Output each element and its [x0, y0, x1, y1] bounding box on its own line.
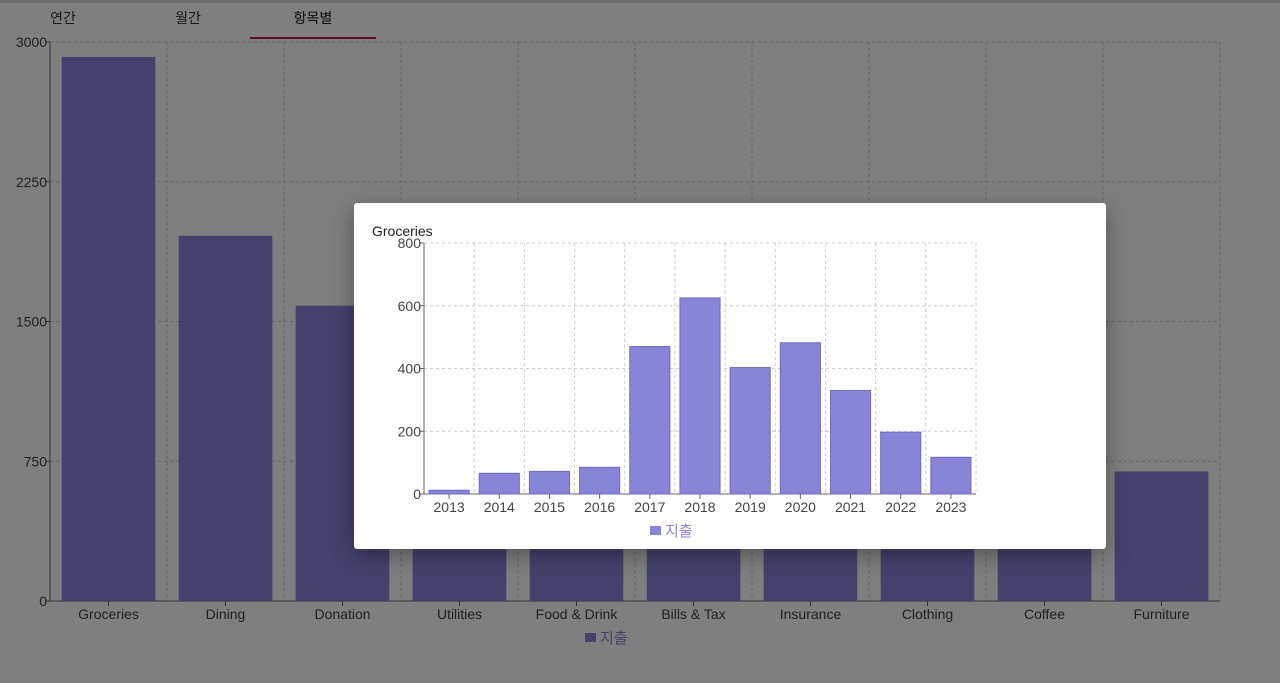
- x-tick-label: 2021: [835, 499, 866, 515]
- x-tick-label: 2018: [684, 499, 715, 515]
- x-tick-label: 2023: [935, 499, 966, 515]
- bar: [880, 431, 922, 495]
- bar: [478, 472, 520, 495]
- x-tick-label: 2013: [434, 499, 465, 515]
- x-tick-label: 2015: [534, 499, 565, 515]
- y-tick-label: 400: [398, 361, 422, 377]
- y-tick-label: 600: [398, 298, 422, 314]
- bar: [779, 342, 821, 495]
- modal-chart-legend[interactable]: 지출: [650, 520, 693, 541]
- bar: [629, 346, 671, 495]
- modal-title: Groceries: [372, 223, 433, 239]
- x-tick-label: 2016: [584, 499, 615, 515]
- yearly-category-chart: 0 200 400 600 800 2013 2014 2015 2016 2017 2018 201…: [398, 235, 977, 515]
- x-tick-label: 2014: [484, 499, 515, 515]
- y-tick-label: 200: [398, 423, 422, 439]
- bar: [729, 367, 771, 495]
- category-detail-modal: 0 200 400 600 800 2013 2014 2015 2016 2017 2018 201…: [354, 203, 1106, 549]
- x-tick-label: 2022: [885, 499, 916, 515]
- bar: [428, 489, 470, 495]
- y-tick-label: 800: [398, 235, 422, 251]
- modal-legend-label: 지출: [665, 523, 693, 540]
- x-tick-label: 2019: [735, 499, 766, 515]
- bar: [528, 470, 571, 495]
- bar: [679, 297, 721, 495]
- modal-legend-swatch: [650, 526, 661, 535]
- bar: [829, 389, 872, 495]
- y-tick-label: 0: [413, 486, 421, 502]
- bar: [930, 456, 972, 495]
- x-tick-label: 2017: [634, 499, 665, 515]
- bar: [579, 466, 621, 495]
- x-tick-label: 2020: [785, 499, 816, 515]
